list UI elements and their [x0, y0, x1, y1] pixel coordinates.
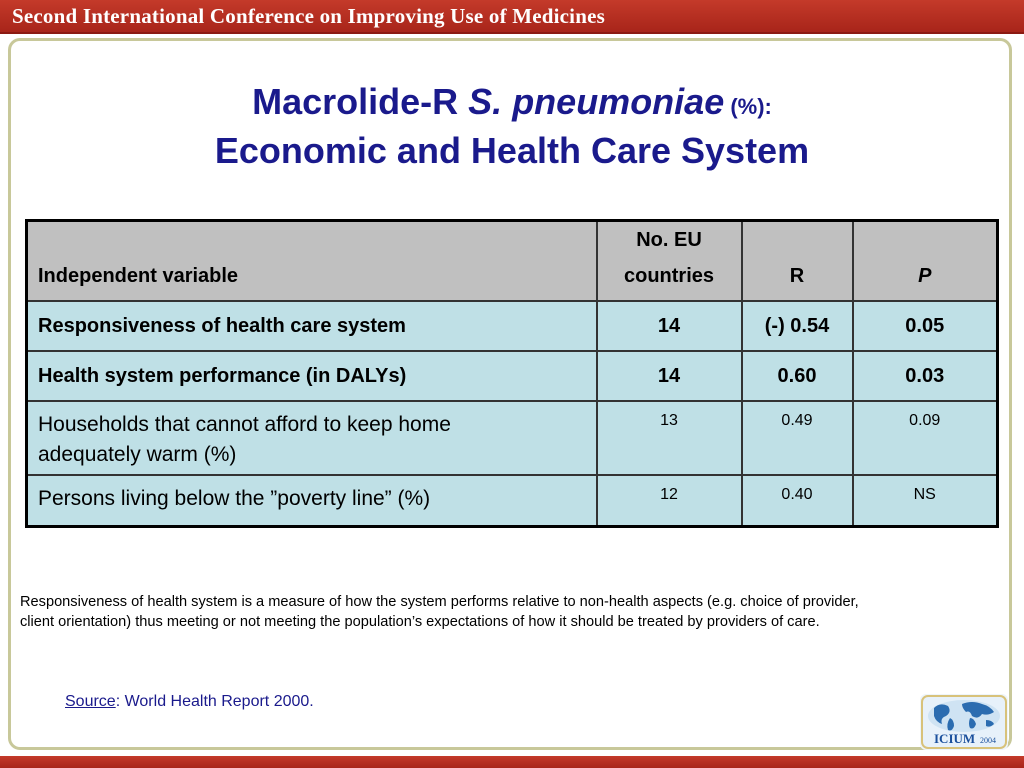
- slide-title-line2: Economic and Health Care System: [214, 130, 810, 171]
- row-r: 0.49: [740, 400, 854, 476]
- source-text: : World Health Report 2000.: [115, 693, 314, 710]
- row-variable: Responsiveness of health care system: [25, 300, 598, 352]
- row-variable-line2: adequately warm (%): [38, 443, 237, 466]
- row-countries: 14: [595, 300, 743, 352]
- table-row: Responsiveness of health care system 14 …: [25, 300, 999, 352]
- row-p: 0.03: [851, 350, 999, 402]
- row-variable: Health system performance (in DALYs): [25, 350, 598, 402]
- source-link[interactable]: Source: [65, 693, 116, 710]
- footnote-line1: Responsiveness of health system is a mea…: [20, 594, 859, 610]
- globe-icon: ICIUM 2004: [921, 695, 1007, 749]
- row-r: 0.40: [740, 474, 854, 527]
- conference-banner: Second International Conference on Impro…: [0, 0, 1024, 34]
- row-r: (-) 0.54: [740, 300, 854, 352]
- logo-text: ICIUM: [934, 731, 975, 746]
- row-p: 0.05: [851, 300, 999, 352]
- table-row: Health system performance (in DALYs) 14 …: [25, 350, 999, 402]
- header-independent-variable: Independent variable: [25, 219, 598, 302]
- bottom-banner: [0, 756, 1024, 768]
- source-citation: Source: World Health Report 2000.: [65, 693, 314, 711]
- row-variable: Households that cannot afford to keep ho…: [25, 400, 598, 476]
- row-countries: 12: [595, 474, 743, 527]
- row-variable: Persons living below the ”poverty line” …: [25, 474, 598, 527]
- title-species: S. pneumoniae: [468, 81, 725, 122]
- table-row: Persons living below the ”poverty line” …: [25, 474, 999, 527]
- row-variable-line1: Households that cannot afford to keep ho…: [38, 413, 451, 436]
- slide-title: Macrolide-R S. pneumoniae (%): Economic …: [0, 80, 1024, 173]
- footnote-line2: client orientation) thus meeting or not …: [20, 614, 820, 630]
- table-row: Households that cannot afford to keep ho…: [25, 400, 999, 476]
- header-no-eu: No. EU: [636, 229, 702, 251]
- footnote: Responsiveness of health system is a mea…: [20, 592, 1010, 632]
- header-countries: countries: [623, 265, 715, 287]
- title-percent: (%):: [724, 94, 772, 119]
- header-no-eu-countries: No. EU countries: [595, 219, 743, 302]
- title-macrolide: Macrolide-R: [252, 81, 469, 122]
- header-p: P: [851, 219, 999, 302]
- row-r: 0.60: [740, 350, 854, 402]
- row-countries: 13: [595, 400, 743, 476]
- slide-title-line1: Macrolide-R S. pneumoniae (%):: [0, 80, 1024, 129]
- icium-logo: ICIUM 2004: [920, 694, 1008, 750]
- row-p: NS: [851, 474, 999, 527]
- header-p-label: P: [918, 265, 932, 287]
- row-p: 0.09: [851, 400, 999, 476]
- table-header-row: Independent variable No. EU countries R P: [25, 219, 999, 302]
- header-r: R: [740, 219, 854, 302]
- logo-year: 2004: [980, 736, 996, 745]
- row-countries: 14: [595, 350, 743, 402]
- results-table: Independent variable No. EU countries R P…: [25, 219, 999, 528]
- conference-banner-text: Second International Conference on Impro…: [12, 4, 605, 28]
